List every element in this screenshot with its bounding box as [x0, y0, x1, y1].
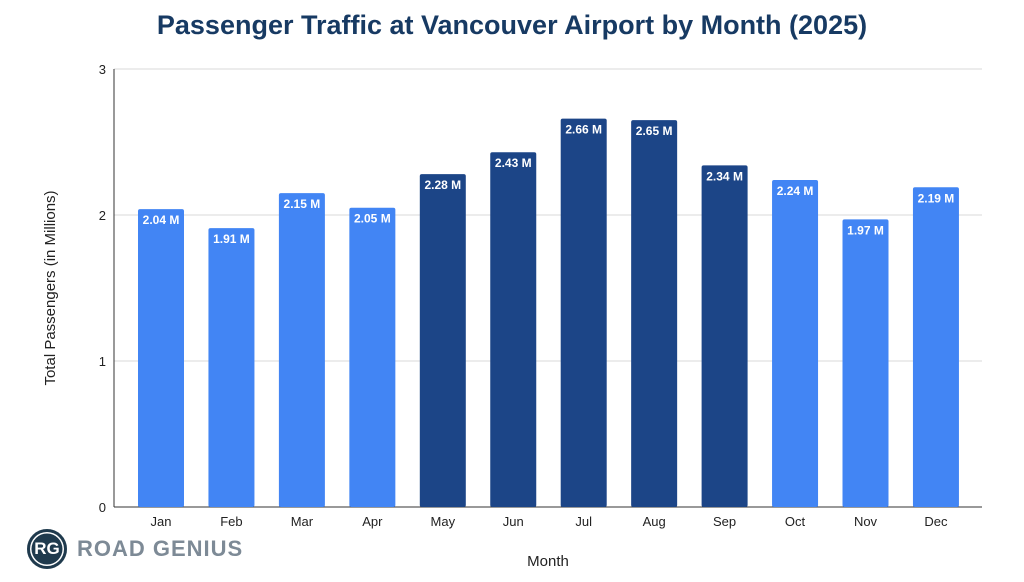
- data-label: 2.66 M: [565, 123, 602, 137]
- data-label: 1.91 M: [213, 232, 250, 246]
- x-tick-label: Sep: [713, 514, 736, 529]
- x-tick-label: Mar: [291, 514, 314, 529]
- logo: RG ROAD GENIUS: [27, 529, 243, 569]
- bar: [842, 219, 889, 507]
- data-label: 2.15 M: [284, 197, 321, 211]
- chart-title: Passenger Traffic at Vancouver Airport b…: [156, 10, 868, 40]
- bar: [560, 118, 607, 507]
- x-tick-label: Nov: [854, 514, 878, 529]
- data-label: 2.05 M: [354, 212, 391, 226]
- x-tick-label: Jun: [503, 514, 524, 529]
- bar: [349, 207, 396, 507]
- x-tick-label: Oct: [785, 514, 806, 529]
- data-label: 1.97 M: [847, 223, 884, 237]
- x-axis-title: Month: [527, 553, 569, 570]
- x-tick-label: Jan: [151, 514, 172, 529]
- x-tick-label: May: [431, 514, 456, 529]
- x-tick-label: Apr: [362, 514, 383, 529]
- bar: [912, 187, 959, 507]
- logo-brand: ROAD GENIUS: [77, 536, 244, 561]
- y-tick-label: 1: [99, 354, 106, 369]
- bar: [772, 179, 819, 507]
- y-axis-title: Total Passengers (in Millions): [42, 190, 59, 385]
- y-tick-label: 3: [99, 62, 106, 77]
- bar: [208, 228, 255, 507]
- data-label: 2.43 M: [495, 156, 532, 170]
- data-label: 2.34 M: [706, 169, 743, 183]
- x-tick-label: Aug: [643, 514, 666, 529]
- data-label: 2.28 M: [424, 178, 461, 192]
- y-tick-label: 2: [99, 208, 106, 223]
- bar: [138, 209, 184, 507]
- data-label: 2.65 M: [636, 124, 673, 138]
- bar: [419, 174, 466, 507]
- x-tick-label: Feb: [220, 514, 242, 529]
- logo-badge: RG: [27, 529, 67, 569]
- x-tick-label: Jul: [575, 514, 592, 529]
- bar: [490, 152, 537, 507]
- bar: [278, 193, 325, 507]
- y-tick-label: 0: [99, 500, 106, 515]
- data-label: 2.04 M: [143, 213, 180, 227]
- bar: [631, 120, 678, 507]
- x-tick-label: Dec: [924, 514, 948, 529]
- bar: [701, 165, 748, 508]
- data-label: 2.19 M: [918, 191, 955, 205]
- data-label: 2.24 M: [777, 184, 814, 198]
